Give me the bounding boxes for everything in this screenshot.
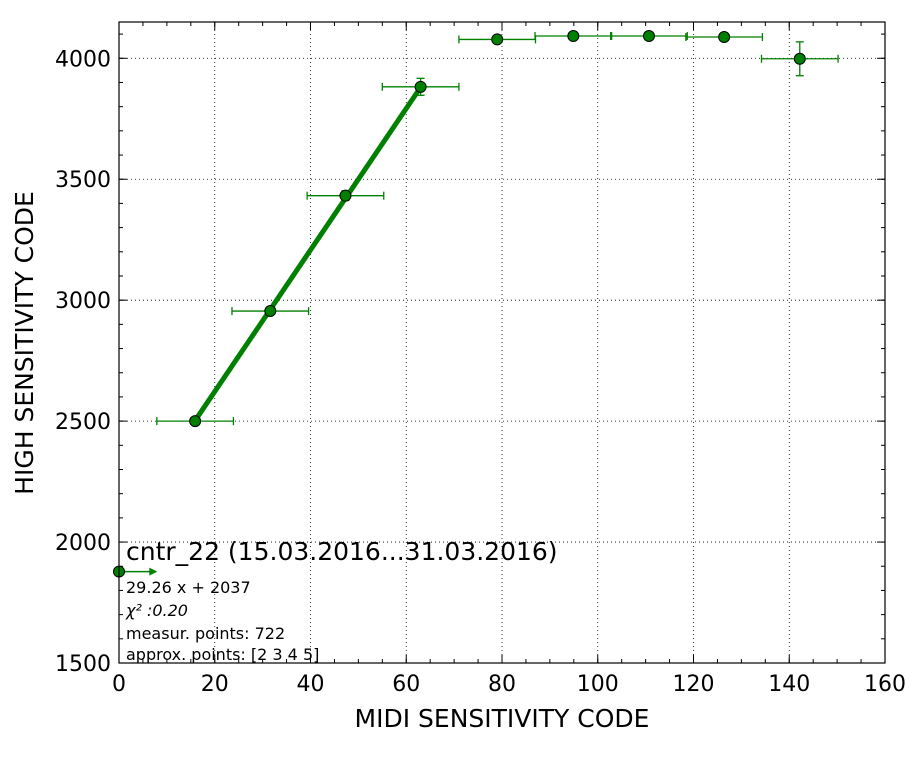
x-tick-label: 40 bbox=[297, 672, 325, 697]
data-point bbox=[718, 30, 731, 43]
fit-line bbox=[192, 84, 424, 424]
plot-frame bbox=[118, 21, 886, 664]
data-point bbox=[189, 415, 202, 428]
x-tick-label: 160 bbox=[864, 672, 906, 697]
x-tick-label: 140 bbox=[768, 672, 810, 697]
y-tick-label: 3000 bbox=[55, 289, 111, 314]
y-axis-label: HIGH SENSITIVITY CODE bbox=[10, 191, 39, 495]
y-tick-labels: 1500 2000 2500 3000 3500 4000 bbox=[55, 47, 111, 677]
data-point bbox=[567, 30, 580, 43]
annotation-chi2: χ² :0.20 bbox=[125, 601, 188, 620]
x-axis-label: MIDI SENSITIVITY CODE bbox=[355, 704, 650, 733]
error-bars bbox=[156, 32, 839, 426]
annotation-title: cntr_22 (15.03.2016...31.03.2016) bbox=[126, 537, 558, 566]
x-tick-label: 120 bbox=[673, 672, 715, 697]
arrow-head bbox=[149, 567, 158, 576]
y-tick-label: 4000 bbox=[55, 47, 111, 72]
y-tick-label: 2000 bbox=[55, 531, 111, 556]
x-tick-label: 20 bbox=[201, 672, 229, 697]
x-tick-label: 80 bbox=[488, 672, 516, 697]
data-point bbox=[339, 189, 352, 202]
x-tick-label: 100 bbox=[577, 672, 619, 697]
x-tick-label: 60 bbox=[392, 672, 420, 697]
annotation-measured-points: measur. points: 722 bbox=[126, 624, 285, 643]
fit-layer bbox=[192, 84, 424, 424]
grid-lines bbox=[118, 22, 886, 664]
annotation-equation: 29.26 x + 2037 bbox=[126, 578, 251, 597]
data-points bbox=[113, 30, 806, 578]
data-point bbox=[642, 30, 655, 43]
x-tick-labels: 0 20 40 60 80 100 120 140 160 bbox=[112, 672, 906, 697]
data-point bbox=[264, 305, 277, 318]
y-tick-label: 2500 bbox=[55, 410, 111, 435]
x-tick-label: 0 bbox=[112, 672, 126, 697]
y-tick-label: 1500 bbox=[55, 652, 111, 677]
data-point bbox=[793, 52, 806, 65]
annotation-approx-points: approx. points: [2 3 4 5] bbox=[126, 645, 319, 664]
y-tick-label: 3500 bbox=[55, 168, 111, 193]
data-point bbox=[491, 33, 504, 46]
data-point bbox=[414, 80, 427, 93]
